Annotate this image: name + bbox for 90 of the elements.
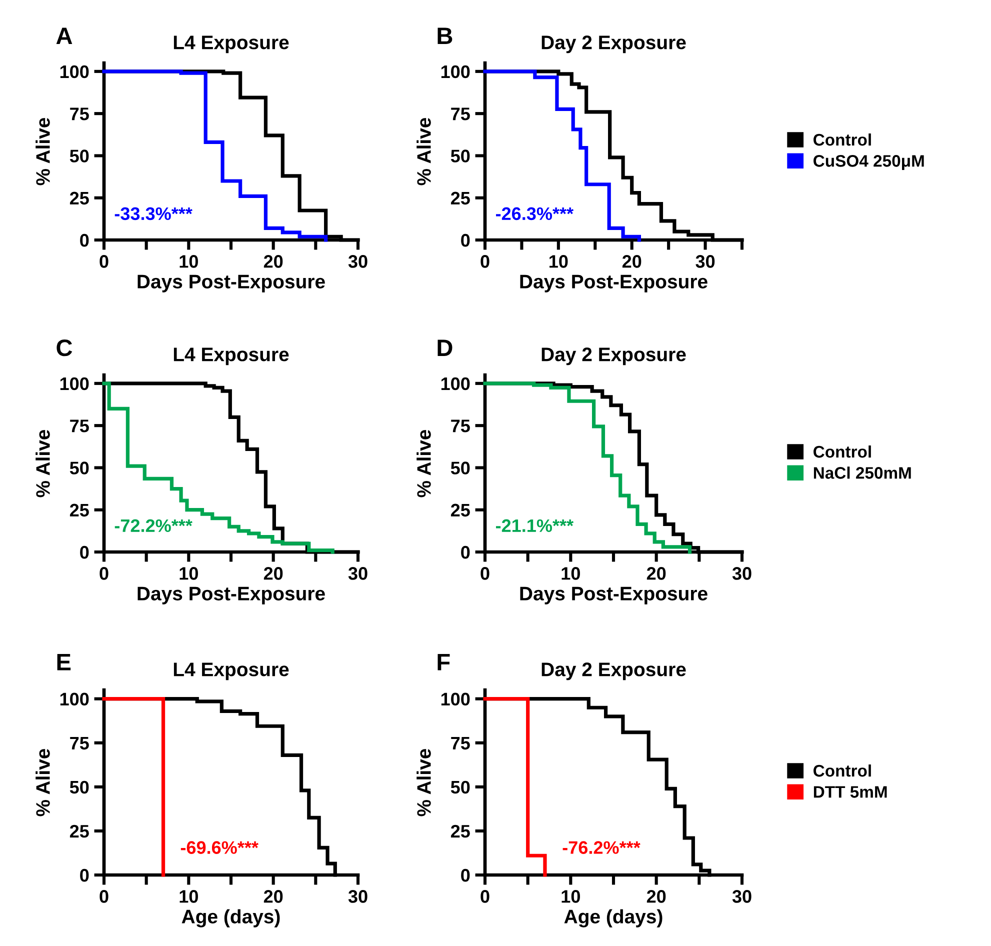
y-tick-label: 100	[441, 692, 470, 706]
y-axis-title: % Alive	[36, 118, 50, 186]
y-axis-title: % Alive	[416, 430, 431, 498]
y-tick-label: 75	[70, 108, 89, 120]
y-tick-label: 50	[70, 780, 89, 794]
y-tick-label: 0	[461, 234, 470, 247]
x-axis-title: Days Post-Exposure	[520, 586, 708, 604]
x-tick-label: 30	[348, 890, 368, 903]
chart-title: L4 Exposure	[174, 662, 289, 680]
chart-title: Day 2 Exposure	[542, 348, 686, 366]
text: D	[438, 340, 452, 356]
y-tick-label: 50	[450, 462, 470, 474]
y-tick-label: 25	[450, 504, 470, 517]
text: F	[438, 654, 450, 670]
x-tick-label: 30	[732, 567, 752, 580]
x-tick-label: 30	[696, 255, 715, 268]
y-tick-label: 75	[451, 108, 470, 120]
text: C	[56, 339, 72, 356]
y-axis-title: % Alive	[416, 748, 431, 816]
text: B	[438, 28, 452, 44]
chart-title: Day 2 Exposure	[542, 662, 686, 680]
legend-label: Control	[814, 133, 871, 146]
x-tick-label: 20	[264, 890, 283, 903]
text: E	[57, 654, 71, 670]
y-tick-label: 100	[60, 692, 89, 706]
y-tick-label: 25	[450, 192, 470, 205]
y-tick-label: 75	[451, 736, 470, 750]
annotation: -21.1%***	[496, 519, 574, 532]
legend-label: CuSO4 250μM	[814, 155, 924, 170]
y-tick-label: 25	[70, 504, 89, 517]
y-axis-title: % Alive	[36, 430, 50, 498]
x-tick-label: 0	[480, 890, 490, 903]
y-tick-label: 25	[70, 824, 89, 838]
y-tick-label: 100	[60, 65, 89, 78]
y-tick-label: 50	[450, 780, 470, 794]
x-tick-label: 20	[646, 890, 666, 903]
x-tick-label: 0	[480, 567, 490, 580]
y-axis-title: % Alive	[36, 748, 50, 816]
y-tick-label: 100	[441, 65, 470, 78]
x-axis-title: Age (days)	[182, 909, 280, 928]
x-tick-label: 0	[100, 255, 108, 268]
x-tick-label: 20	[622, 255, 642, 268]
x-axis-title: Days Post-Exposure	[138, 274, 325, 292]
x-axis-title: Age (days)	[564, 909, 662, 928]
x-tick-label: 0	[100, 567, 108, 580]
x-tick-label: 20	[264, 255, 283, 268]
y-tick-label: 0	[80, 546, 89, 559]
y-tick-label: 0	[461, 546, 470, 559]
x-tick-label: 20	[646, 567, 666, 580]
y-tick-label: 100	[60, 377, 89, 390]
annotation: -26.3%***	[496, 207, 574, 220]
y-tick-label: 50	[70, 462, 89, 474]
x-axis-title: Days Post-Exposure	[520, 274, 708, 292]
y-tick-label: 100	[441, 377, 470, 390]
x-tick-label: 0	[480, 255, 490, 268]
y-tick-label: 75	[70, 736, 89, 750]
annotation: -72.2%***	[114, 519, 192, 532]
x-tick-label: 10	[180, 890, 198, 903]
x-axis-title: Days Post-Exposure	[138, 586, 325, 604]
annotation: -33.3%***	[114, 207, 192, 220]
chart-title: Day 2 Exposure	[542, 36, 686, 54]
y-tick-label: 0	[80, 868, 89, 882]
chart-title: L4 Exposure	[174, 348, 289, 366]
x-tick-label: 0	[100, 890, 108, 903]
y-tick-label: 25	[70, 192, 89, 205]
legend-label: Control	[814, 445, 871, 458]
y-tick-label: 0	[80, 234, 89, 247]
annotation: -69.6%***	[180, 841, 258, 854]
y-tick-label: 0	[461, 868, 470, 882]
x-tick-label: 30	[348, 255, 368, 268]
x-tick-label: 10	[562, 567, 580, 580]
y-tick-label: 50	[450, 150, 470, 162]
x-tick-label: 10	[180, 567, 198, 580]
x-tick-label: 10	[180, 255, 198, 268]
y-tick-label: 25	[450, 824, 470, 838]
x-tick-label: 10	[562, 890, 580, 903]
legend-label: DTT 5mM	[814, 786, 887, 798]
legend-label: Control	[814, 764, 871, 777]
chart-title: L4 Exposure	[174, 36, 289, 54]
legend-label: NaCl 250mM	[814, 466, 911, 479]
y-tick-label: 75	[70, 420, 89, 432]
x-tick-label: 30	[348, 567, 368, 580]
x-tick-label: 20	[264, 567, 283, 580]
y-tick-label: 75	[451, 420, 470, 432]
x-tick-label: 10	[550, 255, 568, 268]
text: A	[56, 28, 72, 44]
annotation: -76.2%***	[562, 841, 640, 854]
y-axis-title: % Alive	[416, 118, 431, 186]
x-tick-label: 30	[732, 890, 752, 903]
y-tick-label: 50	[70, 150, 89, 162]
